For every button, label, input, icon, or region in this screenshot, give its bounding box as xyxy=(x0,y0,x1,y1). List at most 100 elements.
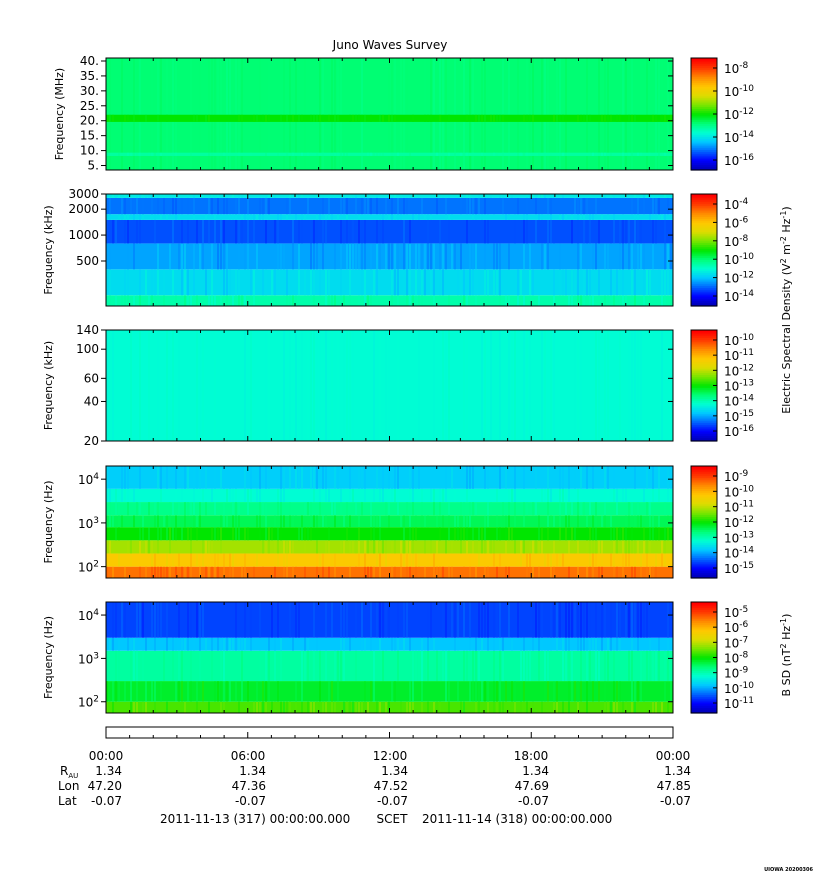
colorbar-swatch xyxy=(691,100,717,104)
colorbar-tick-label: 10-9 xyxy=(724,469,749,484)
spectral-texture xyxy=(367,540,369,554)
spectrogram-panel-1 xyxy=(106,58,673,170)
spectral-texture xyxy=(352,330,354,441)
spectral-texture xyxy=(232,295,234,306)
spectral-texture xyxy=(652,197,654,215)
spectral-texture xyxy=(562,269,564,296)
spectral-texture xyxy=(670,488,672,503)
spectral-texture xyxy=(514,681,516,702)
spectral-texture xyxy=(232,637,234,651)
spectral-texture xyxy=(475,502,477,516)
spectral-texture xyxy=(412,650,414,682)
spectral-texture xyxy=(631,701,633,713)
spectral-texture xyxy=(229,681,231,702)
spectral-texture xyxy=(412,540,414,554)
spectral-texture xyxy=(184,243,186,270)
spectral-texture xyxy=(151,295,153,306)
spectral-texture xyxy=(457,527,459,541)
spectral-texture xyxy=(580,466,582,489)
spectral-texture xyxy=(421,488,423,503)
spectral-texture xyxy=(577,330,579,441)
spectral-texture xyxy=(634,602,636,638)
spectral-texture xyxy=(265,650,267,682)
spectral-texture xyxy=(184,566,186,578)
spectral-texture xyxy=(193,488,195,503)
spectral-texture xyxy=(493,553,495,567)
spectral-texture xyxy=(256,114,258,122)
spectral-texture xyxy=(400,194,402,198)
spectral-texture xyxy=(448,650,450,682)
colorbar-swatch xyxy=(691,439,717,442)
spectral-texture xyxy=(166,602,168,638)
colorbar-swatch xyxy=(691,272,717,275)
spectral-texture xyxy=(553,602,555,638)
spectral-texture xyxy=(586,701,588,713)
spectral-texture xyxy=(409,566,411,578)
spectral-texture xyxy=(508,602,510,638)
spectral-texture xyxy=(544,219,546,244)
spectral-texture xyxy=(265,114,267,122)
spectral-texture xyxy=(286,214,288,220)
spectral-texture xyxy=(487,602,489,638)
spectral-texture xyxy=(595,527,597,541)
spectral-texture xyxy=(187,566,189,578)
colorbar-swatch xyxy=(691,602,717,605)
colorbar-swatch xyxy=(691,409,717,412)
spectral-texture xyxy=(532,194,534,198)
colorbar-swatch xyxy=(691,291,717,294)
spectral-texture xyxy=(154,701,156,713)
spectral-band xyxy=(106,488,673,503)
spectral-texture xyxy=(244,214,246,220)
spectral-texture xyxy=(394,681,396,702)
spectral-texture xyxy=(124,194,126,198)
colorbar-swatch xyxy=(691,536,717,540)
spectral-texture xyxy=(583,219,585,244)
spectral-texture xyxy=(124,602,126,638)
spectral-texture xyxy=(571,269,573,296)
spectral-texture xyxy=(145,269,147,296)
spectral-texture xyxy=(370,152,372,156)
spectral-texture xyxy=(493,701,495,713)
spectral-texture xyxy=(139,566,141,578)
spectral-texture xyxy=(205,540,207,554)
spectral-texture xyxy=(235,502,237,516)
spectral-texture xyxy=(523,466,525,489)
colorbar-swatch xyxy=(691,529,717,532)
spectral-texture xyxy=(649,566,651,578)
spectral-texture xyxy=(247,219,249,244)
spectral-texture xyxy=(463,701,465,713)
spectral-texture xyxy=(571,527,573,541)
spectral-texture xyxy=(115,527,117,541)
spectral-texture xyxy=(397,602,399,638)
spectral-texture xyxy=(559,466,561,489)
spectral-texture xyxy=(586,515,588,528)
spectral-texture xyxy=(613,566,615,578)
spectral-texture xyxy=(367,152,369,156)
colorbar-swatch xyxy=(691,435,717,438)
spectral-texture xyxy=(625,515,627,528)
spectral-texture xyxy=(463,515,465,528)
spectral-texture xyxy=(166,637,168,651)
time-axis: 00:00 06:00 12:00 18:00 00:00 xyxy=(89,726,690,763)
colorbar-swatch xyxy=(691,248,717,251)
spectral-texture xyxy=(493,243,495,270)
spectral-texture xyxy=(346,197,348,215)
colorbar-swatch xyxy=(691,292,717,296)
spectral-texture xyxy=(121,214,123,220)
spectral-texture xyxy=(322,114,324,122)
spectral-texture xyxy=(187,466,189,489)
spectral-texture xyxy=(220,650,222,682)
spectral-texture xyxy=(313,243,315,270)
spectral-texture xyxy=(235,197,237,215)
spectral-texture xyxy=(112,194,114,198)
spectral-texture xyxy=(622,58,624,170)
colorbar-tick-label: 10-12 xyxy=(724,271,754,286)
spectral-texture xyxy=(406,566,408,578)
spectral-texture xyxy=(526,194,528,198)
spectral-texture xyxy=(331,58,333,170)
spectral-texture xyxy=(598,269,600,296)
spectral-texture xyxy=(538,527,540,541)
spectral-texture xyxy=(274,566,276,578)
spectral-texture xyxy=(223,515,225,528)
colorbar-swatch xyxy=(691,516,717,519)
